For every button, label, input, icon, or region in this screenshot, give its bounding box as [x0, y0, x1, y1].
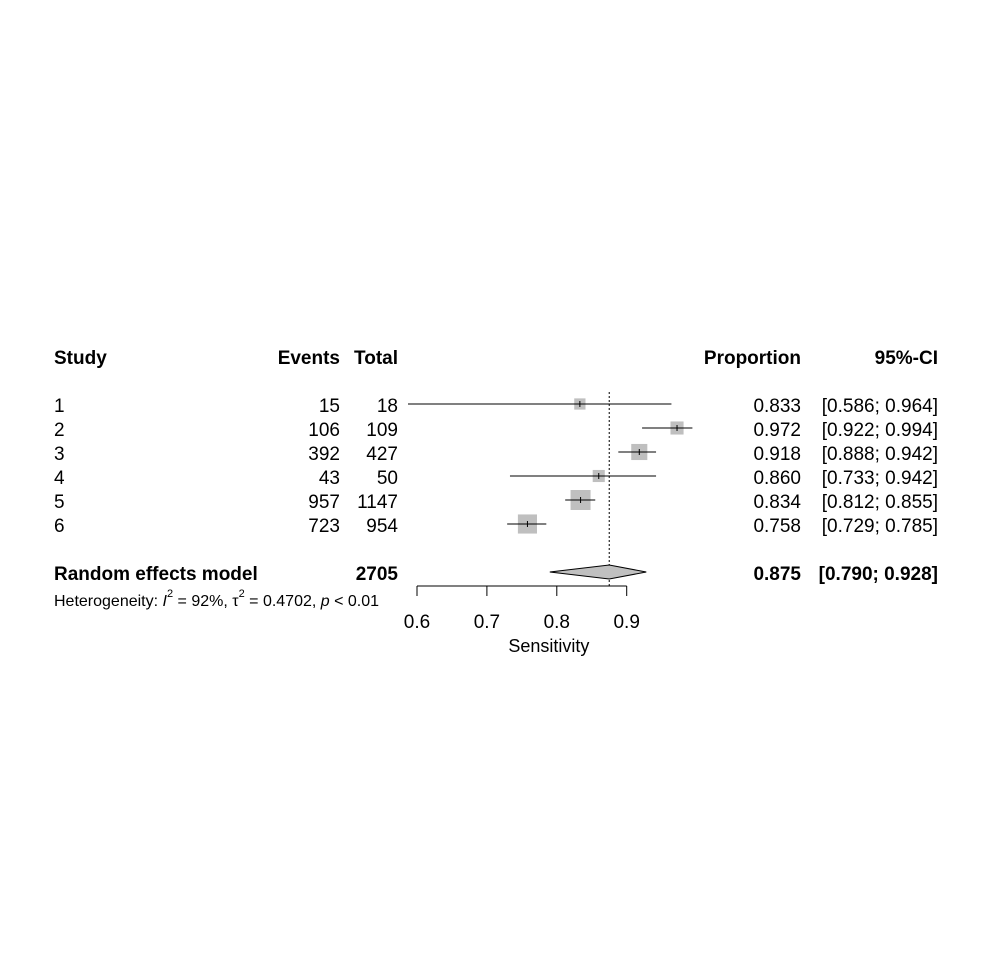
study-ci: [0.812; 0.855]: [822, 492, 938, 513]
study-total: 1147: [357, 492, 398, 513]
study-ci: [0.733; 0.942]: [822, 468, 938, 489]
het-tau-rest: = 0.4702,: [245, 593, 321, 610]
study-total: 427: [366, 444, 398, 465]
header-ci: 95%-CI: [875, 348, 938, 369]
het-i2-sup: 2: [167, 588, 173, 600]
header-events: Events: [278, 348, 340, 369]
header-total: Total: [354, 348, 398, 369]
summary-row: Random effects model 2705 0.875 [0.790; …: [54, 564, 938, 585]
summary-label: Random effects model: [54, 564, 258, 585]
study-proportion: 0.860: [753, 468, 801, 489]
study-total: 954: [366, 516, 398, 537]
het-tau-sup: 2: [239, 588, 245, 600]
het-p-symbol: p: [320, 593, 330, 610]
x-tick-label: 0.6: [404, 612, 430, 633]
header-study: Study: [54, 348, 107, 369]
het-p-rest: < 0.01: [330, 593, 379, 610]
study-total: 109: [366, 420, 398, 441]
study-total: 50: [377, 468, 398, 489]
study-events: 43: [319, 468, 340, 489]
study-proportion: 0.918: [753, 444, 801, 465]
het-prefix: Heterogeneity:: [54, 593, 163, 610]
study-label: 6: [54, 516, 65, 537]
study-ci: [0.888; 0.942]: [822, 444, 938, 465]
study-events: 957: [308, 492, 340, 513]
study-label: 3: [54, 444, 65, 465]
study-proportion: 0.833: [753, 396, 801, 417]
forest-marks: 0.6 0.7 0.8 0.9 Sensitivity: [404, 392, 693, 656]
header-proportion: Proportion: [704, 348, 801, 369]
study-row: 1 15 18 0.833 [0.586; 0.964]: [54, 396, 938, 417]
study-ci: [0.922; 0.994]: [822, 420, 938, 441]
study-proportion: 0.758: [753, 516, 801, 537]
study-proportion: 0.834: [753, 492, 801, 513]
x-tick-label: 0.9: [613, 612, 639, 633]
summary-ci: [0.790; 0.928]: [819, 564, 938, 585]
study-events: 106: [308, 420, 340, 441]
summary-proportion: 0.875: [753, 564, 801, 585]
study-label: 5: [54, 492, 65, 513]
heterogeneity-text: Heterogeneity: I2 = 92%, τ2 = 0.4702, p …: [54, 588, 379, 610]
het-tau-symbol: τ: [232, 593, 239, 610]
x-tick-label: 0.8: [544, 612, 570, 633]
study-total: 18: [377, 396, 398, 417]
het-i2-symbol: I: [163, 593, 168, 610]
study-row: 5 957 1147 0.834 [0.812; 0.855]: [54, 492, 938, 513]
study-proportion: 0.972: [753, 420, 801, 441]
study-label: 4: [54, 468, 65, 489]
study-events: 392: [308, 444, 340, 465]
study-row: 6 723 954 0.758 [0.729; 0.785]: [54, 516, 938, 537]
summary-total: 2705: [356, 564, 399, 585]
study-events: 723: [308, 516, 340, 537]
study-row: 2 106 109 0.972 [0.922; 0.994]: [54, 420, 938, 441]
pooled-diamond: [549, 564, 647, 580]
x-tick-label: 0.7: [474, 612, 500, 633]
study-row: 3 392 427 0.918 [0.888; 0.942]: [54, 444, 938, 465]
het-i2-rest: = 92%,: [173, 593, 232, 610]
study-events: 15: [319, 396, 340, 417]
study-row: 4 43 50 0.860 [0.733; 0.942]: [54, 468, 938, 489]
study-ci: [0.729; 0.785]: [822, 516, 938, 537]
study-ci: [0.586; 0.964]: [822, 396, 938, 417]
x-axis-label: Sensitivity: [508, 636, 589, 656]
study-label: 1: [54, 396, 65, 417]
study-label: 2: [54, 420, 65, 441]
